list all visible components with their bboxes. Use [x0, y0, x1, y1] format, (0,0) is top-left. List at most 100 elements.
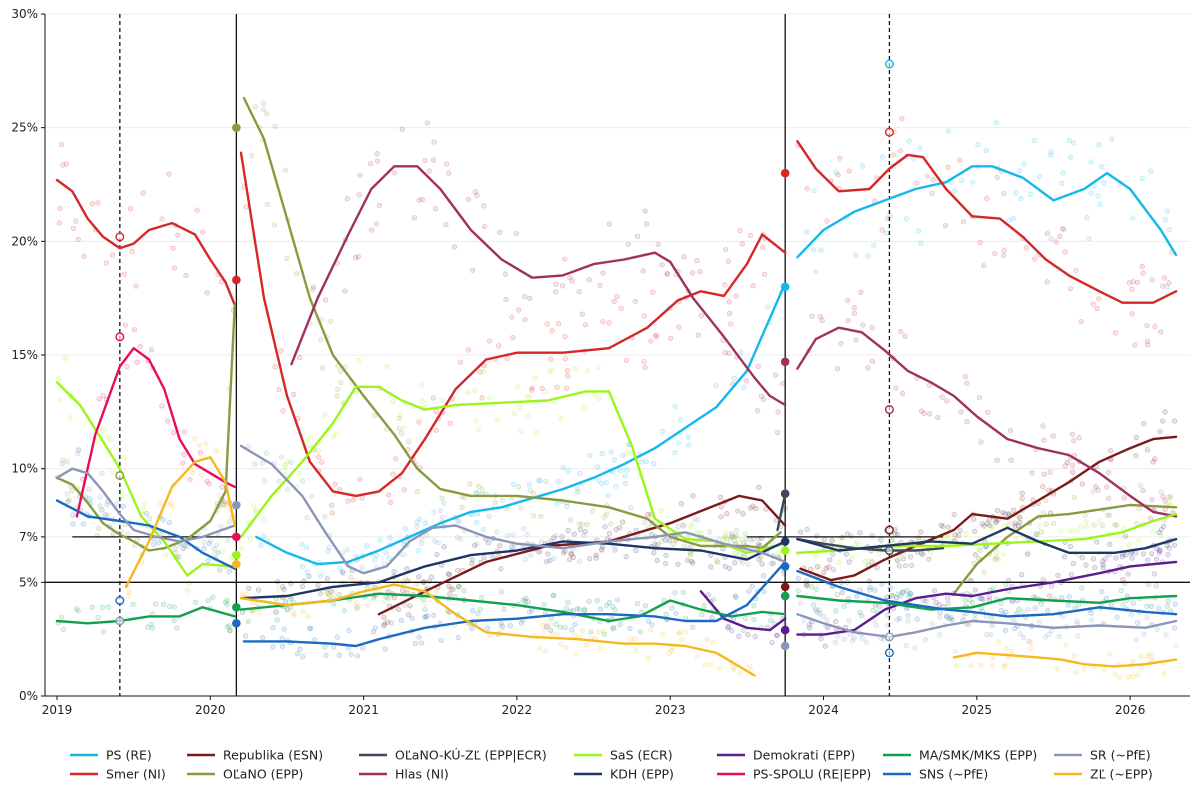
- poll-dot: [756, 484, 762, 490]
- poll-dot: [1149, 551, 1155, 557]
- poll-dot: [601, 631, 608, 637]
- poll-dot: [372, 412, 378, 419]
- poll-dot: [432, 205, 439, 212]
- poll-dot: [763, 506, 769, 512]
- poll-dot: [402, 525, 409, 532]
- poll-dot: [755, 363, 761, 369]
- poll-dot: [261, 516, 267, 522]
- poll-dot: [1095, 487, 1101, 493]
- poll-dot: [623, 554, 629, 560]
- poll-dot: [414, 519, 420, 525]
- poll-dot: [1038, 529, 1045, 535]
- poll-dot: [326, 592, 332, 598]
- poll-dot: [223, 503, 229, 509]
- poll-dot: [203, 440, 209, 447]
- poll-dot: [581, 405, 587, 411]
- poll-dot: [1106, 512, 1113, 518]
- legend-label: Hlas (NI): [395, 767, 449, 782]
- poll-dot: [382, 621, 388, 627]
- poll-dot: [1044, 230, 1051, 237]
- poll-dot: [728, 321, 734, 327]
- poll-dot: [1033, 531, 1040, 537]
- poll-dot: [554, 501, 560, 507]
- poll-dot: [733, 533, 739, 539]
- poll-dot: [1134, 620, 1141, 626]
- poll-dot: [280, 584, 286, 590]
- poll-dot: [513, 230, 519, 237]
- poll-dot: [309, 493, 315, 499]
- poll-dot: [1151, 571, 1157, 577]
- poll-dot: [272, 123, 278, 130]
- poll-dot: [1108, 601, 1114, 608]
- poll-dot: [261, 478, 268, 484]
- poll-dot: [481, 203, 487, 209]
- poll-dot: [546, 368, 553, 375]
- poll-dot: [1062, 463, 1068, 469]
- poll-dot: [676, 630, 682, 636]
- poll-dot: [603, 602, 610, 609]
- poll-dot: [206, 540, 212, 547]
- poll-dot: [627, 625, 633, 632]
- poll-dot: [944, 613, 950, 620]
- poll-dot: [751, 617, 757, 623]
- poll-dot: [839, 534, 845, 541]
- poll-dot: [441, 500, 447, 506]
- poll-dot: [563, 605, 569, 611]
- poll-dot: [769, 639, 775, 646]
- poll-dot: [733, 293, 739, 299]
- poll-dot: [708, 564, 714, 570]
- election-result-marker: [232, 500, 241, 510]
- poll-dot: [181, 451, 187, 458]
- poll-dot: [803, 582, 809, 588]
- poll-dot: [469, 557, 475, 563]
- poll-dot: [953, 663, 959, 669]
- poll-dot: [577, 526, 583, 533]
- election-result-marker: [780, 562, 790, 571]
- poll-dot: [735, 508, 741, 514]
- series-line-o-ano-epp: [242, 96, 782, 550]
- poll-dot: [874, 565, 880, 571]
- poll-dot: [95, 614, 101, 621]
- poll-dot: [672, 449, 678, 456]
- poll-dot: [517, 505, 524, 511]
- series-line-ma-smk-mks-epp: [796, 594, 1178, 611]
- poll-dot: [300, 654, 306, 660]
- poll-dot: [63, 355, 69, 361]
- poll-dot: [171, 618, 177, 624]
- poll-dot: [750, 503, 756, 509]
- series-line-kdh-epp: [796, 526, 1178, 554]
- poll-dot: [613, 527, 619, 533]
- poll-dot: [795, 588, 801, 594]
- poll-dot: [963, 531, 969, 537]
- poll-dot: [804, 526, 810, 533]
- legend-label: SaS (ECR): [610, 748, 673, 763]
- poll-dot: [523, 595, 529, 601]
- poll-dot: [565, 373, 571, 379]
- poll-dot: [689, 624, 696, 631]
- poll-dot: [494, 417, 500, 424]
- legend-label: OĽaNO-KÚ-ZĽ (EPP|ECR): [395, 748, 547, 763]
- poll-dot: [56, 220, 62, 226]
- poll-dot: [397, 412, 403, 418]
- poll-dot: [612, 547, 618, 553]
- poll-dot: [795, 575, 801, 582]
- poll-dot: [564, 367, 570, 374]
- poll-dot: [651, 550, 657, 556]
- poll-dot: [307, 435, 313, 441]
- poll-dot: [1016, 606, 1022, 612]
- poll-dot: [729, 533, 735, 539]
- series-line-o-ano-k-z-epp-ecr: [796, 537, 945, 552]
- poll-dot: [170, 245, 176, 251]
- poll-dot: [1003, 645, 1009, 652]
- poll-dot: [758, 393, 765, 399]
- poll-dot: [612, 547, 618, 553]
- poll-dot: [99, 470, 105, 476]
- poll-dot: [853, 593, 860, 600]
- poll-dot: [171, 604, 177, 610]
- poll-dot: [724, 536, 730, 542]
- poll-dot: [60, 457, 66, 463]
- poll-dot: [633, 647, 639, 654]
- poll-dot: [544, 558, 550, 565]
- poll-dot: [1086, 235, 1092, 242]
- poll-dot: [1138, 654, 1144, 660]
